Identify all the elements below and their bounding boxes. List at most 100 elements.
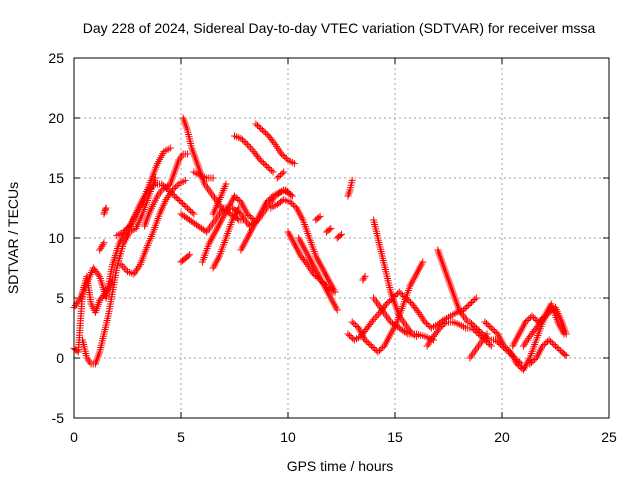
data-point <box>484 321 492 329</box>
data-point <box>487 342 495 350</box>
data-point <box>259 159 267 167</box>
data-point <box>366 341 374 348</box>
data-point <box>119 262 127 270</box>
data-point <box>148 183 156 191</box>
data-point <box>222 180 230 188</box>
data-point <box>261 161 269 168</box>
data-point <box>327 224 335 232</box>
data-point <box>537 317 545 325</box>
data-point <box>373 312 381 320</box>
data-point <box>101 290 109 298</box>
data-point <box>258 126 266 134</box>
data-point <box>351 321 359 329</box>
data-point <box>472 294 480 302</box>
data-point <box>530 314 538 321</box>
data-point <box>245 142 253 150</box>
data-point <box>282 186 290 194</box>
data-point <box>363 338 371 345</box>
data-point <box>413 307 421 315</box>
data-point <box>287 191 295 198</box>
data-point <box>248 146 256 154</box>
data-point <box>474 326 482 333</box>
data-point <box>476 327 484 335</box>
data-point <box>491 327 499 335</box>
data-point <box>177 198 185 206</box>
data-point <box>325 226 333 234</box>
data-point <box>315 214 323 222</box>
data-point <box>181 176 189 184</box>
data-point <box>243 210 251 218</box>
data-point <box>469 297 477 305</box>
data-point <box>316 212 324 220</box>
data-point <box>190 210 198 218</box>
data-point <box>483 330 491 338</box>
data-point <box>243 140 251 148</box>
data-point <box>172 194 180 201</box>
y-tick-label: 5 <box>56 290 64 306</box>
data-point <box>267 167 275 174</box>
data-point <box>526 360 534 368</box>
data-point <box>174 195 182 203</box>
data-point <box>516 363 524 371</box>
data-point <box>489 326 497 333</box>
data-point <box>513 360 521 368</box>
data-point <box>368 317 376 325</box>
data-point <box>469 321 477 329</box>
data-point <box>543 310 551 318</box>
data-point <box>562 330 570 338</box>
data-point <box>552 342 559 350</box>
data-point <box>336 232 344 240</box>
data-point <box>361 272 369 280</box>
data-point <box>347 333 355 341</box>
data-point <box>180 201 188 209</box>
data-point <box>386 297 394 305</box>
data-point <box>263 162 271 170</box>
data-point <box>266 195 274 203</box>
x-tick-label: 20 <box>494 429 510 445</box>
data-point <box>435 326 443 334</box>
y-axis-label: SDTVAR / TECUs <box>5 182 21 294</box>
data-point <box>263 131 271 138</box>
y-tick-label: 0 <box>56 350 64 366</box>
data-point <box>187 207 195 215</box>
data-point <box>531 315 539 323</box>
data-point <box>255 154 263 162</box>
x-tick-label: 0 <box>70 429 78 445</box>
data-point <box>463 303 471 311</box>
data-point <box>486 341 494 348</box>
series-arc19 <box>267 196 339 296</box>
data-point <box>182 203 190 210</box>
data-point <box>258 158 266 165</box>
data-point <box>158 180 166 188</box>
data-point <box>269 168 277 176</box>
data-point <box>374 310 382 318</box>
series-arc15 <box>209 180 230 218</box>
data-point <box>374 348 382 356</box>
data-point <box>185 206 193 213</box>
series-arc26 <box>344 176 356 200</box>
data-point <box>472 324 480 332</box>
data-point <box>282 155 290 162</box>
data-point <box>247 213 255 221</box>
x-tick-label: 25 <box>601 429 617 445</box>
data-point <box>424 321 432 329</box>
data-point <box>275 173 283 180</box>
data-point <box>235 204 243 212</box>
data-point <box>402 329 410 337</box>
series-arc16 <box>231 132 277 176</box>
data-point <box>348 318 356 326</box>
data-point <box>188 209 196 216</box>
data-point <box>548 339 556 347</box>
data-point <box>285 189 293 197</box>
data-point <box>377 345 385 353</box>
data-point <box>346 332 354 339</box>
x-tick-label: 5 <box>177 429 185 445</box>
data-point <box>481 318 489 326</box>
y-tick-label: 25 <box>48 50 64 66</box>
grid-lines <box>74 58 609 418</box>
data-point <box>407 299 415 306</box>
series-arc1 <box>70 144 174 312</box>
data-point <box>283 188 291 195</box>
data-point <box>375 347 383 354</box>
series-arc13 <box>198 192 258 266</box>
